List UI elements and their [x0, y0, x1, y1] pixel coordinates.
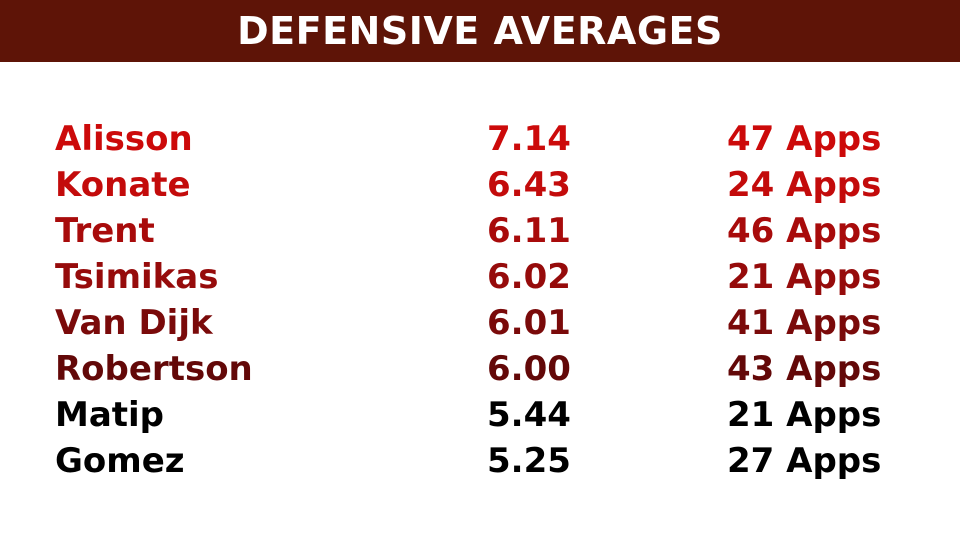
- average-rating: 6.11: [487, 211, 571, 251]
- appearances: 43 Apps: [727, 349, 882, 389]
- title-banner: DEFENSIVE AVERAGES: [0, 0, 960, 62]
- appearances: 46 Apps: [727, 211, 882, 251]
- table-row: Matip 5.44 21 Apps: [0, 392, 960, 438]
- average-rating: 6.43: [487, 165, 571, 205]
- table-row: Tsimikas 6.02 21 Apps: [0, 254, 960, 300]
- average-rating: 6.01: [487, 303, 571, 343]
- average-rating: 6.02: [487, 257, 571, 297]
- player-name: Tsimikas: [55, 257, 219, 297]
- appearances: 41 Apps: [727, 303, 882, 343]
- appearances: 24 Apps: [727, 165, 882, 205]
- table-row: Trent 6.11 46 Apps: [0, 208, 960, 254]
- appearances: 47 Apps: [727, 119, 882, 159]
- player-name: Matip: [55, 395, 165, 435]
- player-name: Alisson: [55, 119, 193, 159]
- average-rating: 5.25: [487, 441, 571, 481]
- table-row: Konate 6.43 24 Apps: [0, 162, 960, 208]
- player-name: Konate: [55, 165, 191, 205]
- table-row: Van Dijk 6.01 41 Apps: [0, 300, 960, 346]
- player-name: Robertson: [55, 349, 253, 389]
- average-rating: 6.00: [487, 349, 571, 389]
- page-title: DEFENSIVE AVERAGES: [237, 9, 723, 53]
- table-row: Robertson 6.00 43 Apps: [0, 346, 960, 392]
- player-name: Gomez: [55, 441, 185, 481]
- appearances: 21 Apps: [727, 257, 882, 297]
- average-rating: 5.44: [487, 395, 571, 435]
- average-rating: 7.14: [487, 119, 571, 159]
- stats-table: Alisson 7.14 47 Apps Konate 6.43 24 Apps…: [0, 116, 960, 484]
- table-row: Gomez 5.25 27 Apps: [0, 438, 960, 484]
- player-name: Trent: [55, 211, 155, 251]
- player-name: Van Dijk: [55, 303, 213, 343]
- appearances: 27 Apps: [727, 441, 882, 481]
- appearances: 21 Apps: [727, 395, 882, 435]
- table-row: Alisson 7.14 47 Apps: [0, 116, 960, 162]
